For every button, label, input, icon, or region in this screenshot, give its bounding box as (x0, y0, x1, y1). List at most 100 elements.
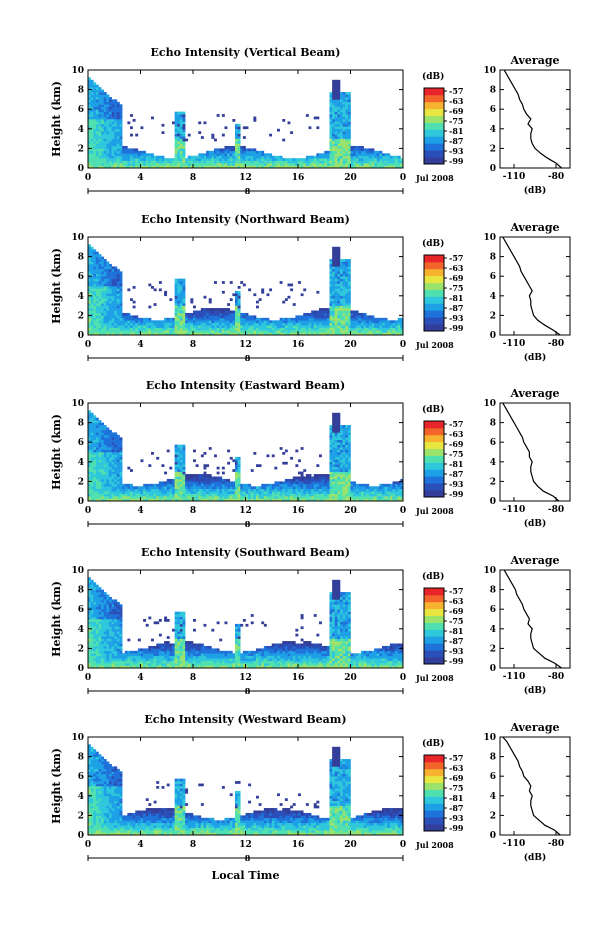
heatmap-cell (106, 158, 109, 161)
heatmap-cell (246, 158, 249, 161)
heatmap-cell (282, 328, 285, 331)
heatmap-cell (101, 484, 104, 487)
heatmap-cell (106, 264, 109, 267)
heatmap-cell (162, 491, 165, 494)
heatmap-cell (330, 126, 333, 129)
heatmap-cell (177, 117, 180, 120)
heatmap-cell (167, 450, 170, 453)
heatmap-cell (99, 420, 102, 423)
heatmap-cell (387, 323, 390, 326)
heatmap-cell (117, 442, 120, 445)
heatmap-cell (288, 323, 291, 326)
heatmap-cell (379, 330, 382, 333)
heatmap-cell (290, 496, 293, 499)
heatmap-cell (104, 158, 107, 161)
heatmap-cell (340, 102, 343, 105)
heatmap-cell (122, 496, 125, 499)
heatmap-cell (361, 323, 364, 326)
heatmap-cell (133, 328, 136, 331)
heatmap-cell (290, 457, 293, 460)
heatmap-cell (340, 328, 343, 331)
heatmap-cell (96, 129, 99, 132)
heatmap-cell (319, 481, 322, 484)
heatmap-cell (106, 109, 109, 112)
heatmap-cell (91, 139, 94, 142)
heatmap-cell (337, 298, 340, 301)
heatmap-cell (235, 136, 238, 139)
heatmap-cell (340, 117, 343, 120)
heatmap-cell (332, 281, 335, 284)
heatmap-cell (114, 450, 117, 453)
heatmap-cell (162, 489, 165, 492)
heatmap-cell (96, 146, 99, 149)
heatmap-cell (96, 296, 99, 299)
heatmap-cell (96, 491, 99, 494)
heatmap-cell (358, 325, 361, 328)
colorbar-swatch (424, 317, 444, 324)
colorbar-swatch (424, 262, 444, 269)
heatmap-cell (211, 313, 214, 316)
heatmap-cell (335, 102, 338, 105)
heatmap-cell (180, 320, 183, 323)
heatmap-cell (112, 293, 115, 296)
heatmap-cell (125, 313, 128, 316)
heatmap-cell (99, 313, 102, 316)
heatmap-cell (337, 271, 340, 274)
heatmap-cell (106, 445, 109, 448)
heatmap-cell (330, 131, 333, 134)
heatmap-cell (337, 92, 340, 95)
heatmap-cell (120, 459, 123, 462)
heatmap-cell (240, 313, 243, 316)
heatmap-cell (99, 95, 102, 98)
heatmap-cell (91, 472, 94, 475)
heatmap-cell (343, 99, 346, 102)
heatmap-cell (183, 464, 186, 467)
heatmap-cell (387, 325, 390, 328)
heatmap-cell (337, 415, 340, 418)
heatmap-cell (101, 313, 104, 316)
heatmap-cell (114, 146, 117, 149)
heatmap-cell (180, 163, 183, 166)
heatmap-cell (151, 286, 154, 289)
heatmap-cell (154, 320, 157, 323)
heatmap-cell (314, 158, 317, 161)
heatmap-cell (211, 484, 214, 487)
heatmap-cell (332, 112, 335, 115)
heatmap-cell (106, 163, 109, 166)
heatmap-cell (238, 474, 241, 477)
heatmap-cell (93, 92, 96, 95)
avg-x-label: (dB) (524, 352, 546, 363)
heatmap-cell (353, 328, 356, 331)
heatmap-cell (361, 496, 364, 499)
heatmap-cell (340, 107, 343, 110)
heatmap-cell (104, 153, 107, 156)
heatmap-cell (330, 109, 333, 112)
heatmap-cell (332, 276, 335, 279)
heatmap-cell (101, 452, 104, 455)
heatmap-cell (162, 124, 165, 127)
heatmap-cell (324, 320, 327, 323)
heatmap-cell (398, 484, 401, 487)
heatmap-cell (114, 301, 117, 304)
heatmap-cell (335, 97, 338, 100)
heatmap-cell (93, 144, 96, 147)
heatmap-cell (343, 262, 346, 265)
heatmap-cell (177, 144, 180, 147)
heatmap-cell (335, 153, 338, 156)
heatmap-cell (198, 484, 201, 487)
heatmap-cell (390, 161, 393, 164)
heatmap-cell (337, 328, 340, 331)
heatmap-cell (235, 148, 238, 151)
heatmap-cell (232, 153, 235, 156)
heatmap-cell (91, 301, 94, 304)
heatmap-cell (348, 484, 351, 487)
heatmap-cell (101, 467, 104, 470)
heatmap-cell (282, 320, 285, 323)
heatmap-cell (204, 156, 207, 159)
heatmap-cell (175, 459, 178, 462)
heatmap-cell (209, 151, 212, 154)
heatmap-cell (117, 279, 120, 282)
heatmap-cell (101, 259, 104, 262)
heatmap-cell (112, 315, 115, 318)
heatmap-cell (335, 146, 338, 149)
